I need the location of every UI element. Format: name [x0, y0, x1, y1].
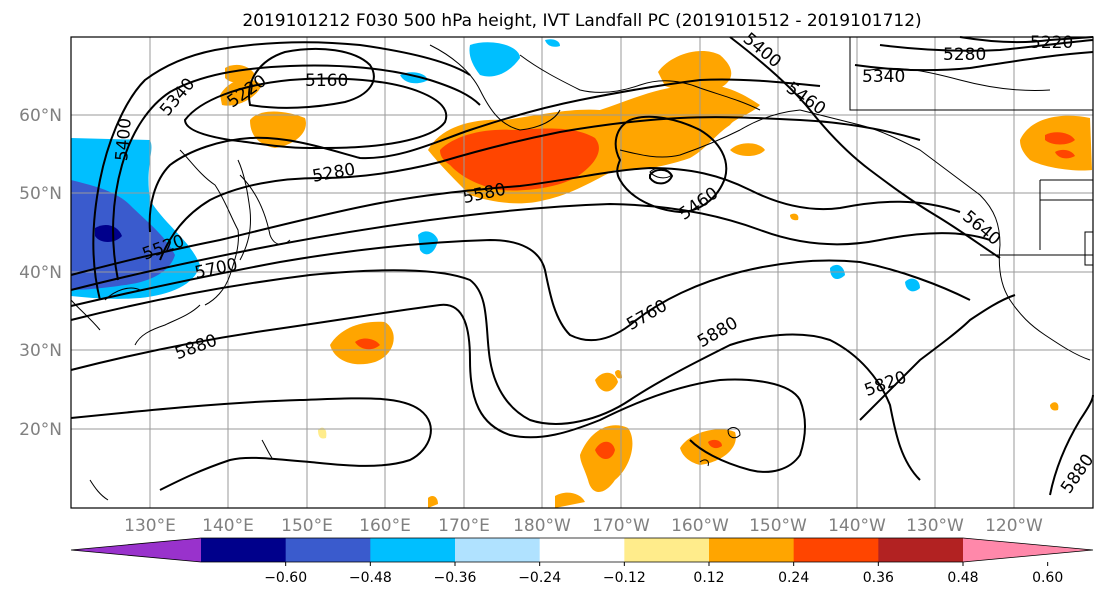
colorbar-segment	[370, 538, 456, 562]
lon-label: 150°W	[749, 516, 807, 536]
colorbar-tick-label: 0.24	[778, 570, 809, 586]
colorbar-segment	[624, 538, 710, 562]
colorbar-outline	[70, 537, 1094, 563]
lon-label: 170°W	[592, 516, 650, 536]
contour-label: 5280	[943, 45, 986, 65]
colorbar-tick-label: 0.48	[947, 570, 978, 586]
lon-label: 160°E	[359, 516, 411, 536]
colorbar-segment	[201, 538, 287, 562]
colorbar-segment	[878, 538, 964, 562]
lon-label: 130°W	[906, 516, 964, 536]
lat-label: 20°N	[19, 420, 62, 440]
colorbar-tick-label: −0.24	[518, 570, 561, 586]
colorbar-segment	[539, 538, 625, 562]
lon-label: 130°E	[124, 516, 176, 536]
colorbar: −0.60 −0.48 −0.36 −0.24 −0.12 0.12 0.24 0.36 0.4…	[70, 537, 1094, 586]
colorbar-tick-label: 0.36	[863, 570, 894, 586]
colorbar-segment	[793, 538, 879, 562]
figure-title: 2019101212 F030 500 hPa height, IVT Land…	[242, 11, 921, 31]
contour-label: 5160	[305, 71, 348, 91]
lat-label: 30°N	[19, 341, 62, 361]
colorbar-tick-label: −0.60	[264, 570, 307, 586]
colorbar-extend-max	[963, 538, 1093, 562]
lat-label: 50°N	[19, 184, 62, 204]
contour-label: 5400	[112, 117, 136, 162]
lon-label: 170°E	[438, 516, 490, 536]
latitude-labels: 60°N 50°N 40°N 30°N 20°N	[19, 106, 62, 440]
colorbar-tick-label: −0.36	[434, 570, 477, 586]
coastlines	[70, 37, 1094, 501]
colorbar-tick-label: −0.12	[603, 570, 646, 586]
contour-label: 5220	[1030, 33, 1073, 53]
lon-label: 120°W	[985, 516, 1043, 536]
colorbar-segment	[709, 538, 795, 562]
lon-label: 140°W	[828, 516, 886, 536]
lon-label: 180°W	[513, 516, 571, 536]
lon-label: 160°W	[671, 516, 729, 536]
colorbar-segment	[455, 538, 541, 562]
longitude-labels: 130°E 140°E 150°E 160°E 170°E 180°W 170°…	[124, 516, 1043, 536]
ivt-positive-shading	[220, 51, 1092, 508]
colorbar-tick-label: 0.60	[1032, 570, 1063, 586]
lon-label: 150°E	[281, 516, 333, 536]
lat-label: 60°N	[19, 106, 62, 126]
contour-label: 5340	[862, 67, 905, 87]
lon-label: 140°E	[202, 516, 254, 536]
lat-label: 40°N	[19, 263, 62, 283]
map-border	[70, 36, 1094, 509]
graticule	[71, 37, 1093, 508]
colorbar-tick-label: −0.48	[349, 570, 392, 586]
ivt-negative-shading	[71, 39, 920, 299]
colorbar-segment	[285, 538, 371, 562]
height-contours	[70, 36, 1094, 496]
colorbar-tick-label: 0.12	[693, 570, 724, 586]
colorbar-extend-min	[71, 538, 201, 562]
